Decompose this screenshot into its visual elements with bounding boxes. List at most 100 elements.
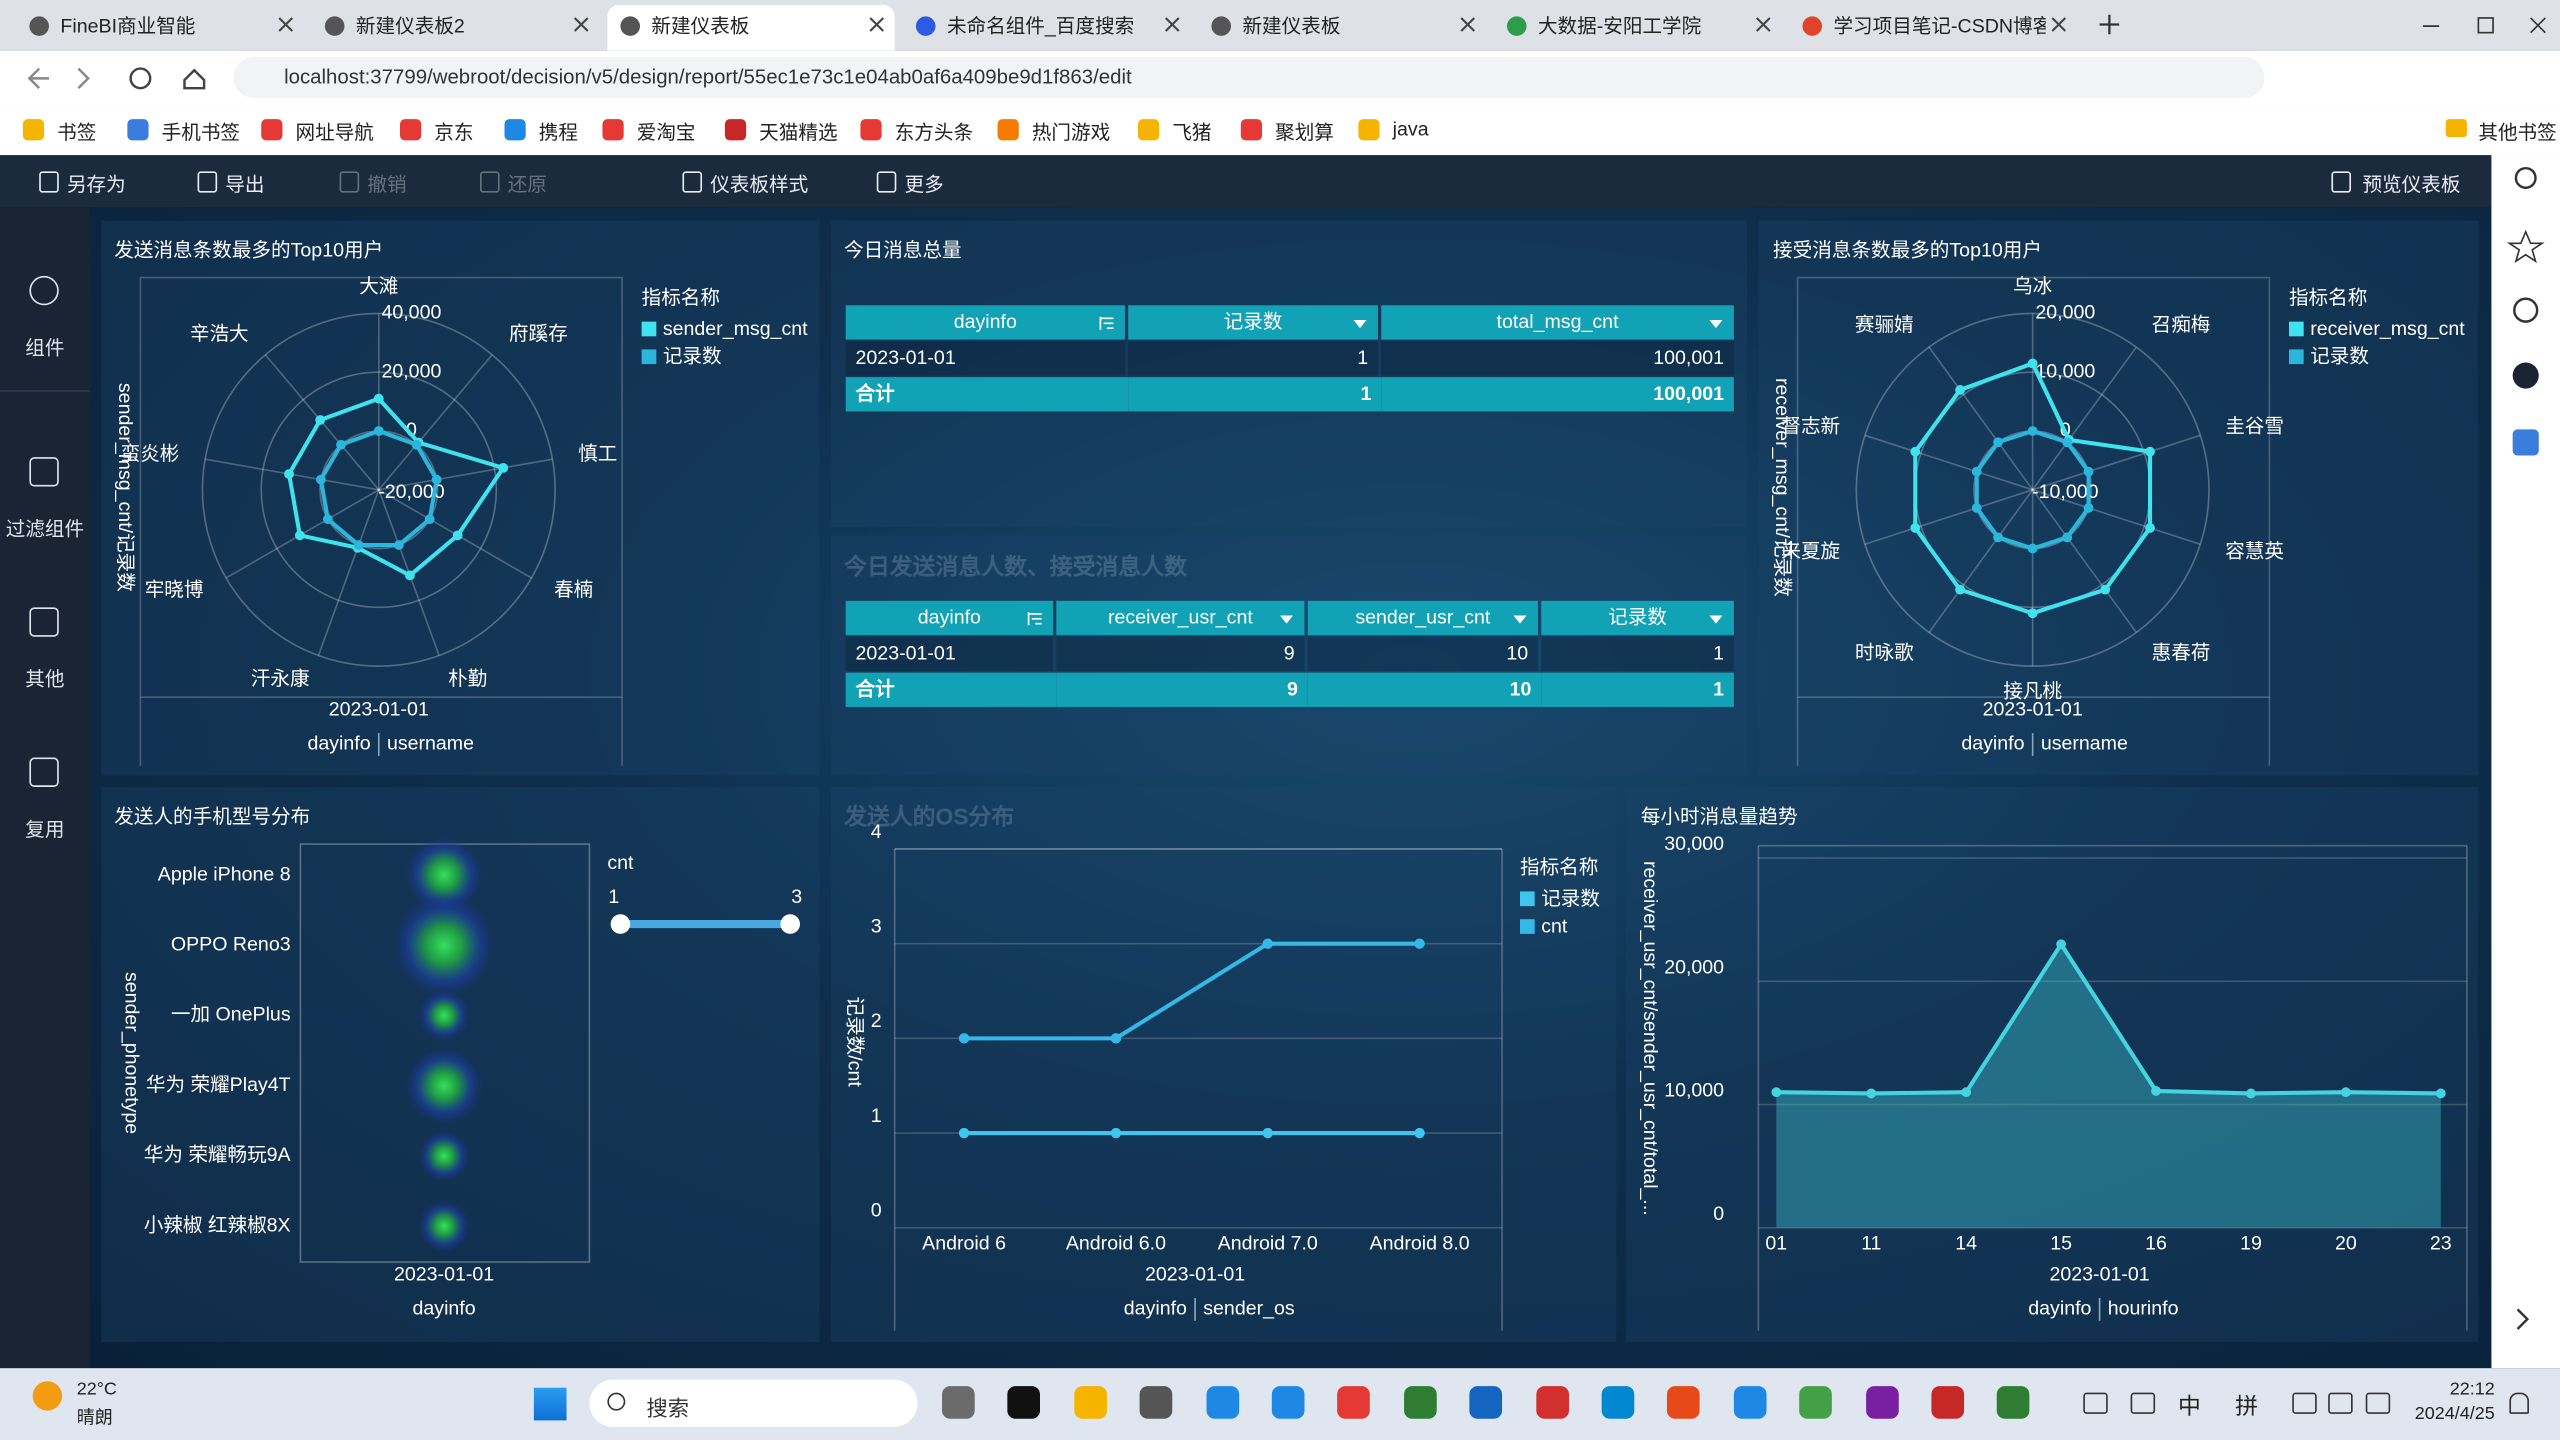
toolbar-button[interactable]: 更多 <box>904 173 944 196</box>
window-controls[interactable] <box>2416 13 2560 39</box>
taskbar-app[interactable] <box>1997 1386 2031 1419</box>
table-header[interactable]: dayinfo <box>845 305 1125 340</box>
sidebar-icons[interactable] <box>2491 155 2560 1368</box>
sidebar-icon[interactable] <box>29 757 59 787</box>
toolbar-icon <box>479 171 500 193</box>
taskbar-app[interactable] <box>1073 1386 1107 1419</box>
bookmark[interactable]: 网址导航 <box>295 120 374 144</box>
bookmark[interactable]: 携程 <box>538 120 578 144</box>
taskbar-app[interactable] <box>1535 1386 1569 1419</box>
tab-close[interactable] <box>570 13 593 36</box>
toolbar-button[interactable]: 导出 <box>225 173 265 196</box>
bookmark[interactable]: 爱淘宝 <box>636 120 696 144</box>
sidebar-icon[interactable] <box>29 275 59 306</box>
bookmark[interactable]: 天猫精选 <box>759 120 838 144</box>
header-menu[interactable] <box>1708 609 1724 625</box>
table-header[interactable]: 记录数 <box>1128 305 1378 340</box>
notification-icon[interactable] <box>2509 1392 2529 1414</box>
preview-button[interactable]: 预览仪表板 <box>2362 173 2461 196</box>
table-total: 合计 <box>845 377 1129 412</box>
search-box[interactable]: 搜索 <box>589 1379 918 1427</box>
header-menu[interactable] <box>1352 313 1368 329</box>
widget[interactable] <box>1758 220 2479 776</box>
taskbar-app[interactable] <box>1601 1386 1635 1419</box>
table-header[interactable]: 记录数 <box>1541 600 1734 636</box>
taskbar-app[interactable] <box>1865 1386 1899 1419</box>
sidebar-label[interactable]: 复用 <box>25 817 65 841</box>
tab[interactable]: 未命名组件_百度搜索 <box>903 5 1190 51</box>
tab[interactable]: 新建仪表板2 <box>312 5 599 51</box>
tray-icon[interactable] <box>2083 1392 2108 1414</box>
sidebar-label[interactable]: 组件 <box>25 336 65 360</box>
tab-label: 学习项目笔记-CSDN博客 <box>1833 14 2046 38</box>
header-menu[interactable] <box>1099 313 1115 330</box>
start-button[interactable] <box>533 1387 567 1421</box>
tab[interactable]: 大数据-安阳工学院 <box>1494 5 1781 51</box>
clock-date[interactable]: 2024/4/25 <box>2414 1404 2495 1424</box>
toolbar-button[interactable]: 另存为 <box>66 173 126 196</box>
taskbar-app[interactable] <box>1337 1386 1371 1419</box>
header-menu[interactable] <box>1708 313 1724 329</box>
tab[interactable]: 学习项目笔记-CSDN博客 <box>1789 5 2076 51</box>
tab-close[interactable] <box>1456 13 1479 36</box>
tab-close[interactable] <box>1752 13 1775 36</box>
bookmark[interactable]: java <box>1392 117 1429 141</box>
sidebar-label[interactable]: 过滤组件 <box>5 517 85 541</box>
toolbar-button[interactable]: 仪表板样式 <box>710 173 809 196</box>
taskbar-app[interactable] <box>1007 1386 1041 1419</box>
header-menu[interactable] <box>1278 609 1294 625</box>
taskbar-app[interactable] <box>942 1386 975 1419</box>
taskbar-app[interactable] <box>1733 1386 1767 1419</box>
bookmark[interactable]: 聚划算 <box>1275 120 1334 144</box>
tab[interactable]: 新建仪表板 <box>607 4 895 51</box>
taskbar-app[interactable] <box>1205 1386 1239 1419</box>
widget[interactable] <box>1626 786 2479 1343</box>
table-header[interactable]: total_msg_cnt <box>1381 305 1734 340</box>
taskbar-app[interactable] <box>1667 1386 1701 1419</box>
taskbar-app[interactable] <box>1469 1386 1503 1419</box>
clock-time[interactable]: 22:12 <box>2449 1379 2495 1400</box>
header-menu[interactable] <box>1027 609 1043 626</box>
search-label[interactable]: 搜索 <box>646 1395 690 1421</box>
table-header[interactable]: sender_usr_cnt <box>1307 600 1538 636</box>
tray-ime[interactable]: 中 <box>2177 1392 2201 1419</box>
tray-icon[interactable] <box>2292 1392 2317 1414</box>
widget[interactable] <box>101 220 820 776</box>
bookmark[interactable]: 京东 <box>434 120 474 144</box>
url-box[interactable]: localhost:37799/webroot/decision/v5/desi… <box>233 57 2265 98</box>
tab-close[interactable] <box>1161 13 1184 36</box>
taskbar-app[interactable] <box>1403 1386 1437 1419</box>
tray-icon[interactable] <box>2328 1392 2353 1414</box>
bookmark[interactable]: 东方头条 <box>894 120 974 144</box>
taskbar-app[interactable] <box>1931 1386 1965 1419</box>
widget[interactable] <box>831 786 1617 1343</box>
tray-ime[interactable]: 拼 <box>2235 1392 2258 1419</box>
tab-close[interactable] <box>274 13 297 36</box>
tab-close[interactable] <box>2047 13 2070 36</box>
taskbar-app[interactable] <box>1271 1386 1305 1419</box>
sidebar-icon[interactable] <box>29 457 59 487</box>
bookmark[interactable]: 其他书签 <box>2478 120 2557 144</box>
bookmark[interactable]: 热门游戏 <box>1031 120 1111 144</box>
new-tab[interactable] <box>2096 11 2122 37</box>
table-header[interactable]: receiver_usr_cnt <box>1056 600 1305 636</box>
nav-buttons[interactable] <box>0 51 229 105</box>
table-header[interactable]: dayinfo <box>845 600 1054 636</box>
tab[interactable]: 新建仪表板 <box>1198 5 1485 51</box>
sidebar-label[interactable]: 其他 <box>25 667 65 691</box>
widget[interactable] <box>101 786 820 1343</box>
tray-icon[interactable] <box>2365 1392 2391 1414</box>
widget[interactable] <box>831 535 1747 776</box>
url[interactable]: localhost:37799/webroot/decision/v5/desi… <box>284 65 1132 89</box>
bookmark[interactable]: 书签 <box>57 120 97 144</box>
tray-icon[interactable] <box>2130 1392 2156 1414</box>
taskbar-app[interactable] <box>1799 1386 1833 1419</box>
taskbar-app[interactable] <box>1139 1386 1173 1419</box>
bookmark[interactable]: 手机书签 <box>161 120 241 144</box>
sidebar-icon[interactable] <box>29 607 59 637</box>
header-menu[interactable] <box>1512 609 1528 625</box>
tab-close[interactable] <box>865 13 888 36</box>
widget[interactable] <box>831 220 1747 528</box>
tab[interactable]: FineBI商业智能 <box>16 5 303 51</box>
bookmark[interactable]: 飞猪 <box>1172 120 1212 144</box>
